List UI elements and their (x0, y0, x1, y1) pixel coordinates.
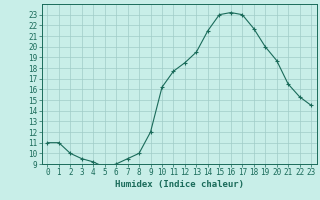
X-axis label: Humidex (Indice chaleur): Humidex (Indice chaleur) (115, 180, 244, 189)
